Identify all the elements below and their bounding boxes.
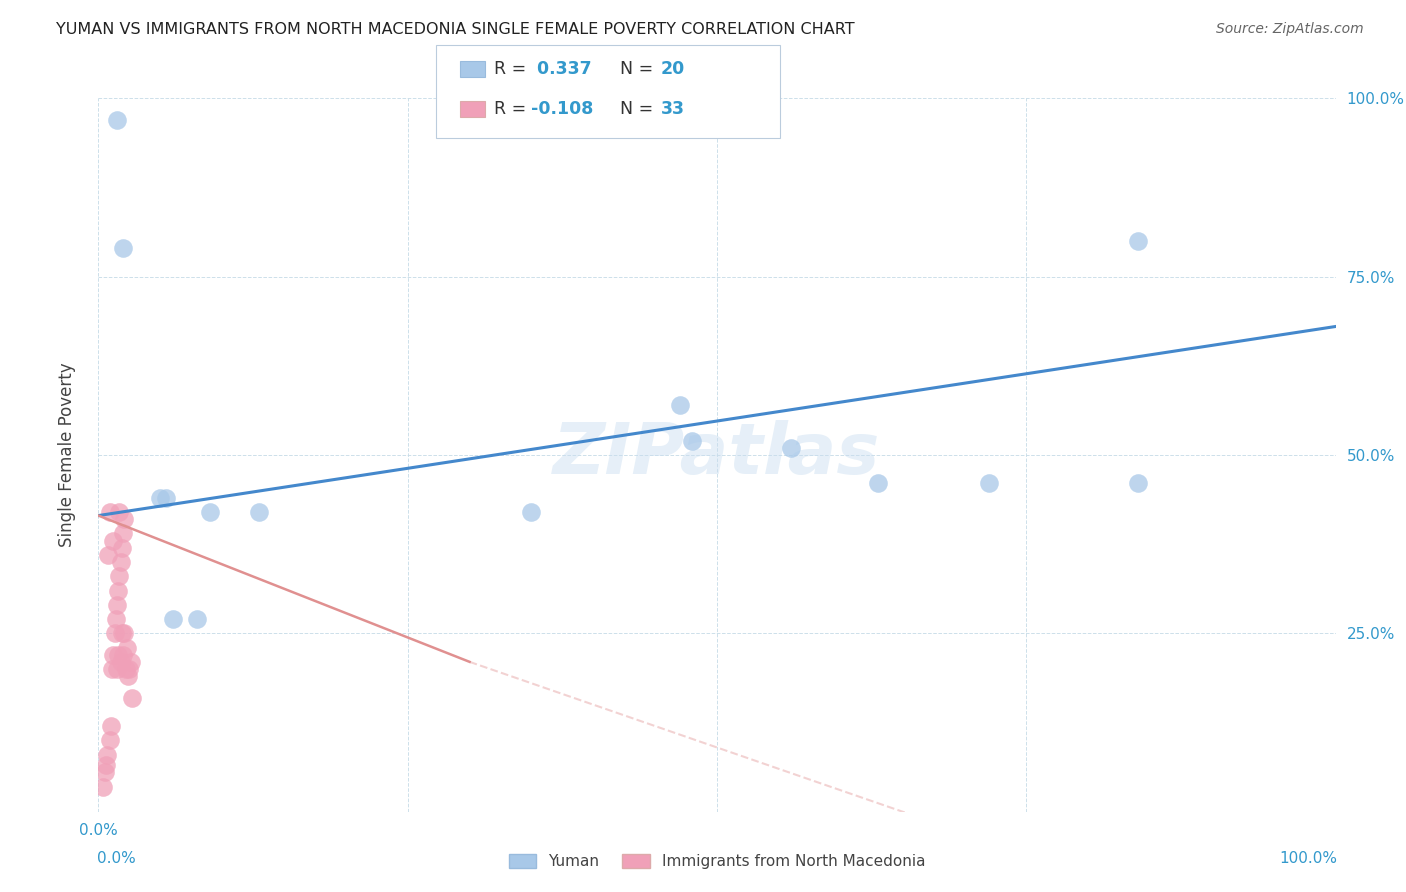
- Point: [155, 491, 177, 505]
- Point: [112, 526, 135, 541]
- Point: [120, 655, 142, 669]
- Text: Source: ZipAtlas.com: Source: ZipAtlas.com: [1216, 22, 1364, 37]
- Point: [98, 733, 121, 747]
- Point: [1126, 476, 1149, 491]
- Point: [94, 758, 117, 772]
- Point: [247, 505, 270, 519]
- Point: [112, 648, 135, 662]
- Point: [101, 662, 124, 676]
- Y-axis label: Single Female Poverty: Single Female Poverty: [58, 363, 76, 547]
- Point: [100, 719, 122, 733]
- Point: [93, 780, 115, 794]
- Text: N =: N =: [609, 100, 658, 118]
- Point: [104, 612, 127, 626]
- Point: [112, 241, 135, 255]
- Point: [108, 569, 131, 583]
- Point: [93, 765, 115, 780]
- Point: [114, 662, 136, 676]
- Point: [107, 583, 129, 598]
- Text: 33: 33: [661, 100, 685, 118]
- Point: [117, 669, 139, 683]
- Point: [112, 626, 135, 640]
- Text: ZIPatlas: ZIPatlas: [554, 420, 880, 490]
- Text: YUMAN VS IMMIGRANTS FROM NORTH MACEDONIA SINGLE FEMALE POVERTY CORRELATION CHART: YUMAN VS IMMIGRANTS FROM NORTH MACEDONIA…: [56, 22, 855, 37]
- Point: [979, 476, 1001, 491]
- Point: [669, 398, 692, 412]
- Point: [111, 541, 134, 555]
- Text: -0.108: -0.108: [531, 100, 593, 118]
- Point: [121, 690, 143, 705]
- Point: [1126, 234, 1149, 248]
- Point: [162, 612, 184, 626]
- Point: [111, 626, 134, 640]
- Point: [98, 505, 121, 519]
- Point: [149, 491, 172, 505]
- Point: [780, 441, 803, 455]
- Point: [110, 655, 132, 669]
- Point: [105, 598, 128, 612]
- Point: [97, 548, 120, 562]
- Point: [198, 505, 221, 519]
- Point: [103, 648, 125, 662]
- Point: [520, 505, 543, 519]
- Point: [103, 533, 125, 548]
- Point: [112, 512, 135, 526]
- Point: [186, 612, 208, 626]
- Point: [866, 476, 889, 491]
- Point: [96, 747, 118, 762]
- Text: R =: R =: [494, 100, 531, 118]
- Point: [103, 626, 125, 640]
- Point: [105, 112, 128, 127]
- Point: [681, 434, 703, 448]
- Point: [115, 640, 138, 655]
- Text: 0.0%: 0.0%: [97, 851, 136, 866]
- Point: [110, 555, 132, 569]
- Point: [108, 505, 131, 519]
- Text: 20: 20: [661, 60, 685, 78]
- Text: 100.0%: 100.0%: [1279, 851, 1337, 866]
- Text: N =: N =: [609, 60, 658, 78]
- Point: [105, 662, 128, 676]
- Text: R =: R =: [494, 60, 531, 78]
- Point: [107, 648, 129, 662]
- Text: 0.337: 0.337: [531, 60, 592, 78]
- Point: [118, 662, 141, 676]
- Legend: Yuman, Immigrants from North Macedonia: Yuman, Immigrants from North Macedonia: [502, 847, 932, 875]
